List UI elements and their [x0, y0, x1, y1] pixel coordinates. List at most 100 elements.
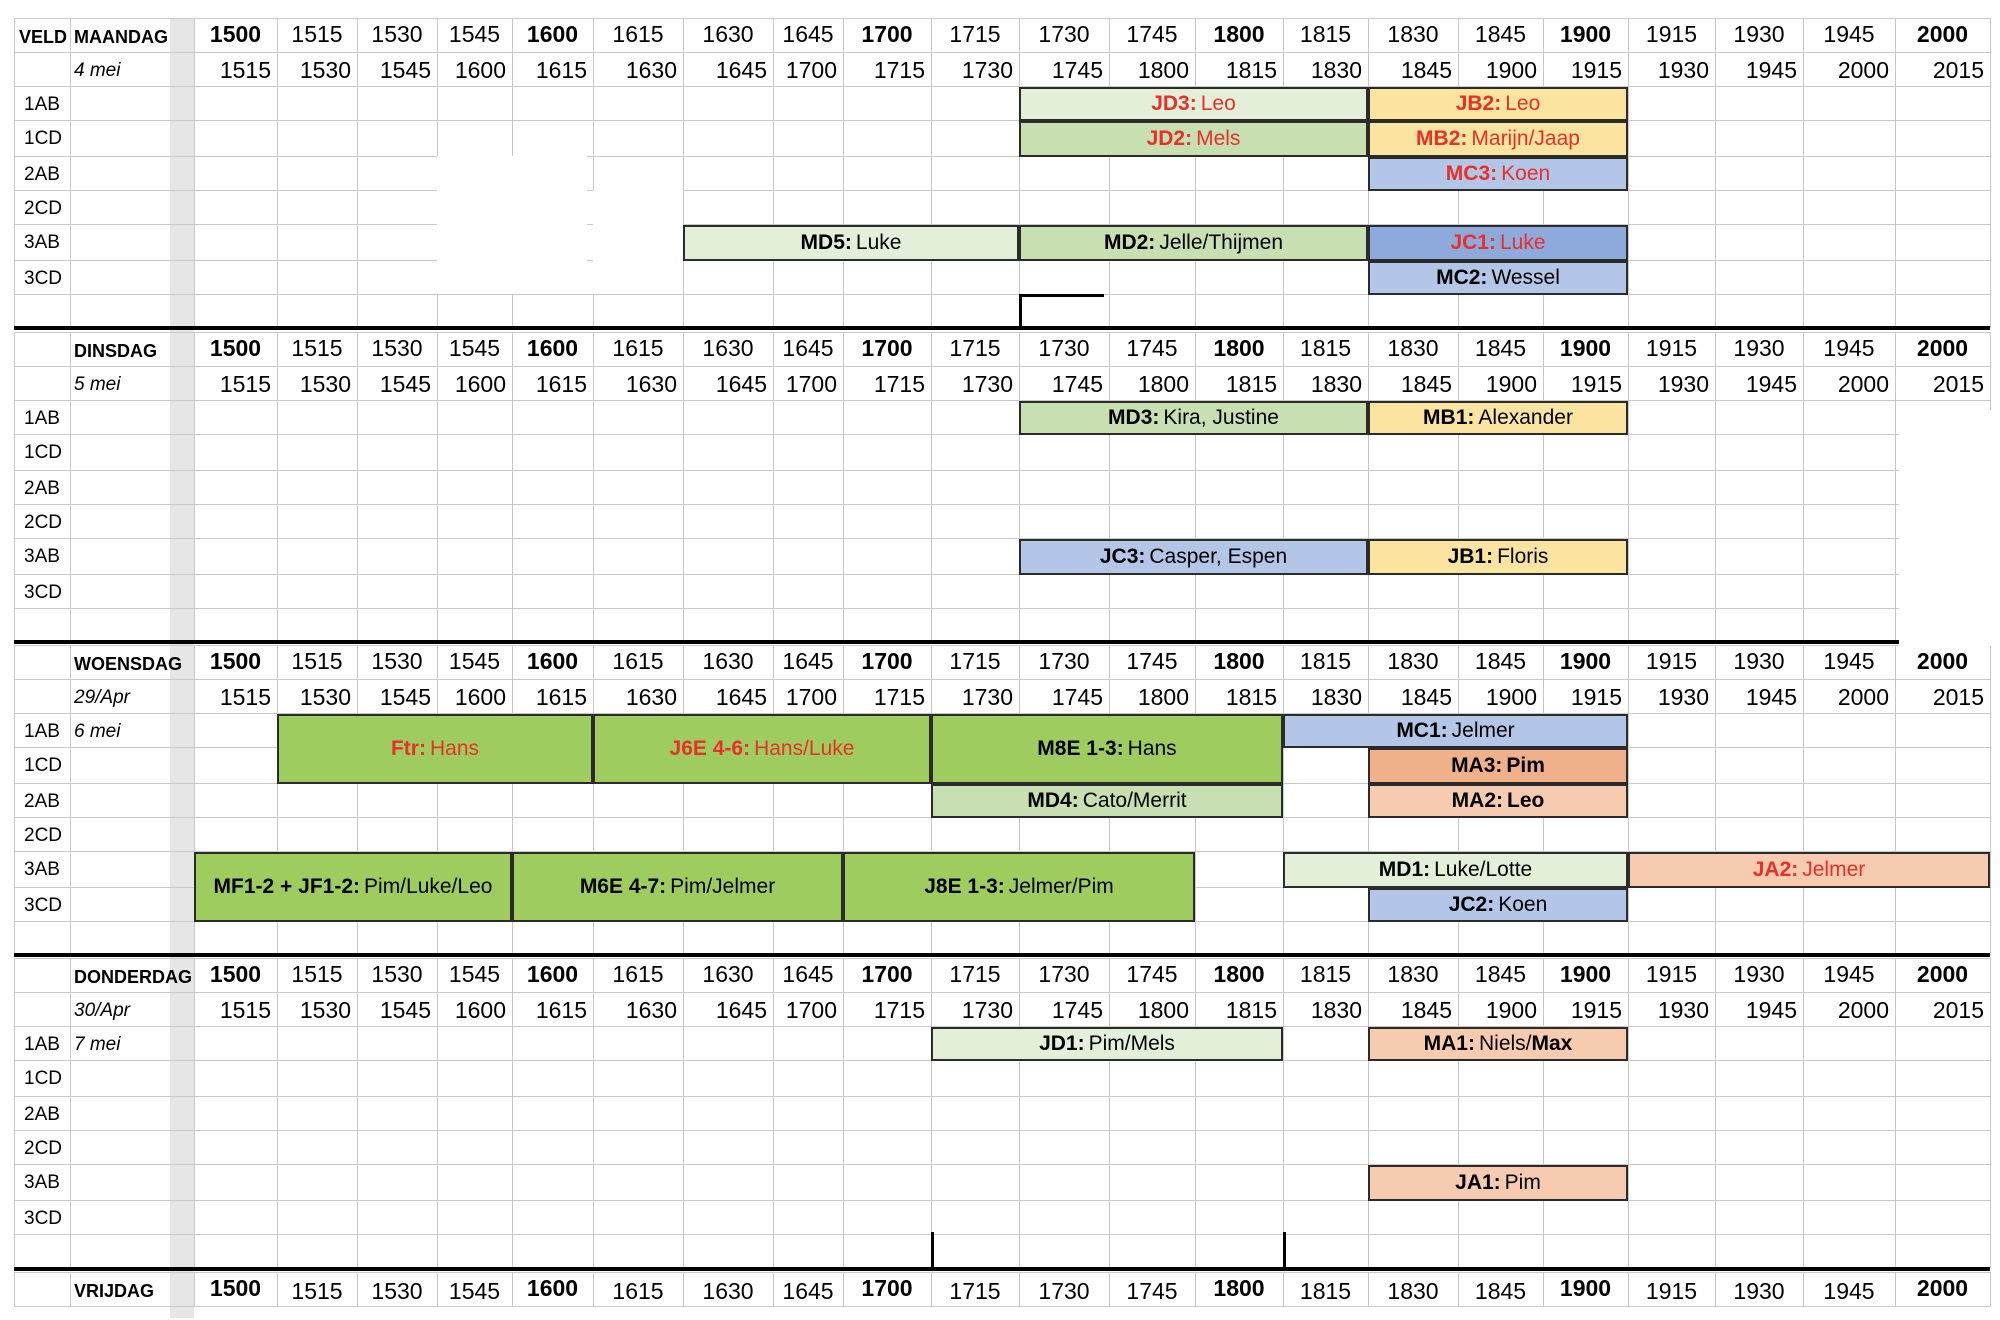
- grid-row-line: [14, 1272, 1990, 1273]
- time-end-label: 1930: [1657, 684, 1709, 710]
- grid-col-line: [70, 18, 71, 328]
- schedule-block[interactable]: M6E 4-7: Pim/Jelmer: [512, 852, 843, 922]
- time-end-label: 2000: [1837, 684, 1889, 710]
- schedule-block[interactable]: JD2: Mels: [1019, 121, 1368, 157]
- schedule-block[interactable]: MC1: Jelmer: [1283, 714, 1628, 748]
- schedule-block[interactable]: J6E 4-6: Hans/Luke: [593, 714, 931, 784]
- grid-col-line: [277, 18, 278, 328]
- grid-row-line: [14, 120, 1990, 121]
- grid-col-line: [437, 1272, 438, 1306]
- time-end-label: 1830: [1310, 57, 1362, 83]
- time-start-label: 2000: [1916, 21, 1969, 47]
- grid-col-line: [14, 1272, 15, 1306]
- schedule-block[interactable]: MC2: Wessel: [1368, 261, 1628, 295]
- day-name: VRIJDAG: [74, 1281, 155, 1301]
- time-end-label: 1815: [1225, 684, 1277, 710]
- time-start-label: 1830: [1387, 648, 1439, 674]
- schedule-block[interactable]: M8E 1-3: Hans: [931, 714, 1283, 784]
- schedule-block[interactable]: MD1: Luke/Lotte: [1283, 852, 1628, 888]
- time-start-label: 1515: [291, 335, 343, 361]
- grid-row-line: [14, 645, 1990, 646]
- time-end-label: 1900: [1485, 57, 1537, 83]
- schedule-block[interactable]: JD1: Pim/Mels: [931, 1027, 1283, 1061]
- grid-col-line: [1715, 958, 1716, 1268]
- schedule-block[interactable]: MA3: Pim: [1368, 748, 1628, 784]
- schedule-block[interactable]: JC1: Luke: [1368, 225, 1628, 261]
- time-start-label: 1730: [1038, 335, 1090, 361]
- grid-col-line: [1895, 645, 1896, 955]
- day-separator: [14, 1267, 1990, 1271]
- time-start-label: 1730: [1038, 961, 1090, 987]
- time-end-label: 1815: [1225, 997, 1277, 1023]
- schedule-block[interactable]: MF1-2 + JF1-2: Pim/Luke/Leo: [194, 852, 512, 922]
- block-code: JB2:: [1455, 92, 1502, 115]
- time-end-label: 2000: [1837, 57, 1889, 83]
- block-code: J8E 1-3:: [924, 875, 1005, 898]
- block-name: Pim/Jelmer: [670, 875, 776, 898]
- grid-col-line: [1628, 1272, 1629, 1306]
- block-name: Luke: [1499, 231, 1546, 254]
- schedule-block[interactable]: MD4: Cato/Merrit: [931, 784, 1283, 818]
- schedule-block[interactable]: JC3: Casper, Espen: [1019, 539, 1368, 575]
- schedule-block[interactable]: Ftr: Hans: [277, 714, 593, 784]
- schedule-block[interactable]: MC3: Koen: [1368, 157, 1628, 191]
- time-start-label: 1845: [1474, 335, 1527, 361]
- grid-col-line: [70, 1272, 71, 1306]
- schedule-block[interactable]: JB2: Leo: [1368, 87, 1628, 121]
- block-code: JD2:: [1146, 127, 1193, 150]
- schedule-block[interactable]: JB1: Floris: [1368, 539, 1628, 575]
- veld-header: VELD: [19, 27, 68, 47]
- block-code: Ftr:: [390, 737, 426, 760]
- schedule-block[interactable]: JD3: Leo: [1019, 87, 1368, 121]
- grid-row-line: [14, 713, 1990, 714]
- grid-col-line: [931, 18, 932, 328]
- schedule-block[interactable]: MB2: Marijn/Jaap: [1368, 121, 1628, 157]
- time-start-label: 1545: [448, 1278, 501, 1304]
- schedule-block[interactable]: MA2: Leo: [1368, 784, 1628, 818]
- time-start-label: 1630: [702, 961, 754, 987]
- time-start-label: 1915: [1645, 21, 1698, 47]
- grid-col-line: [14, 645, 15, 955]
- time-end-label: 1930: [1657, 371, 1709, 397]
- grid-col-line: [437, 958, 438, 1268]
- grid-col-line: [1803, 18, 1804, 328]
- time-start-label: 1600: [526, 648, 579, 674]
- schedule-block[interactable]: JA2: Jelmer: [1628, 852, 1990, 888]
- grid-col-line: [1368, 1272, 1369, 1306]
- schedule-block[interactable]: MD5: Luke: [683, 225, 1019, 261]
- time-start-label: 1930: [1733, 961, 1785, 987]
- grid-row-line: [14, 156, 1990, 157]
- grid-col-line: [357, 645, 358, 955]
- grid-col-line: [1895, 958, 1896, 1268]
- schedule-block[interactable]: JA1: Pim: [1368, 1165, 1628, 1201]
- time-end-label: 2015: [1932, 57, 1984, 83]
- time-start-label: 1645: [782, 648, 834, 674]
- schedule-block[interactable]: MD2: Jelle/Thijmen: [1019, 225, 1368, 261]
- schedule-block[interactable]: J8E 1-3: Jelmer/Pim: [843, 852, 1195, 922]
- day-name: MAANDAG: [74, 27, 168, 47]
- grid-col-line: [194, 18, 195, 328]
- grid-row-line: [14, 1234, 1990, 1235]
- grid-row-line: [14, 992, 1990, 993]
- time-end-label: 1900: [1485, 684, 1537, 710]
- time-start-label: 1815: [1299, 335, 1352, 361]
- grid-col-line: [1990, 18, 1991, 328]
- time-start-label: 1700: [861, 335, 913, 361]
- grid-col-line: [1109, 1272, 1110, 1306]
- time-start-label: 1500: [209, 21, 262, 47]
- time-start-label: 1845: [1474, 648, 1527, 674]
- schedule-block[interactable]: JC2: Koen: [1368, 888, 1628, 922]
- black-tick: [931, 1232, 934, 1267]
- grid-col-line: [1283, 18, 1284, 328]
- schedule-block[interactable]: MD3: Kira, Justine: [1019, 401, 1368, 435]
- grid-row-line: [14, 1130, 1990, 1131]
- schedule-block[interactable]: MB1: Alexander: [1368, 401, 1628, 435]
- grid-col-line: [843, 18, 844, 328]
- time-start-label: 1945: [1823, 961, 1875, 987]
- schedule-block[interactable]: MA1: Niels/Max: [1368, 1027, 1628, 1061]
- time-start-label: 1630: [702, 648, 754, 674]
- day-date-alt: 7 mei: [74, 1034, 121, 1055]
- grid-row-line: [14, 18, 1990, 19]
- time-end-label: 1545: [379, 371, 431, 397]
- time-end-label: 1845: [1400, 997, 1452, 1023]
